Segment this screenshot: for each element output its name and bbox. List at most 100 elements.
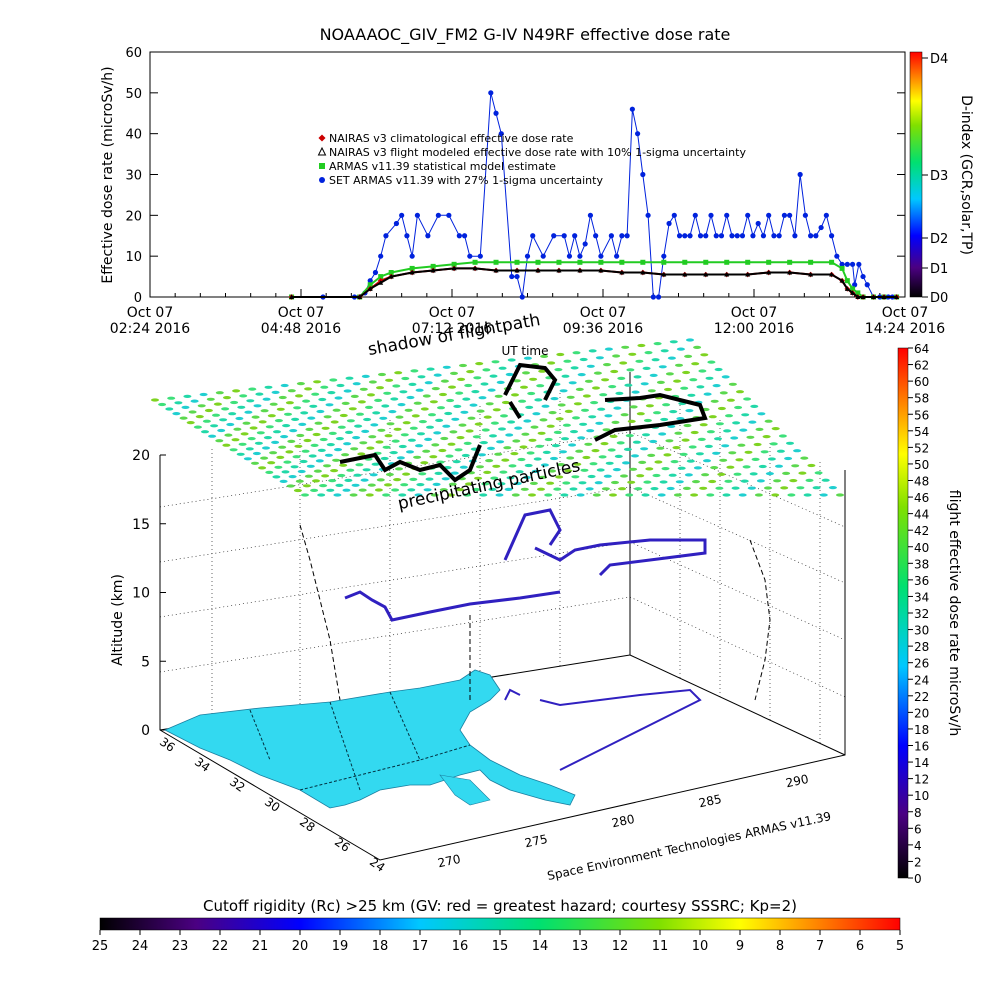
particle-dot	[230, 400, 239, 405]
colorbar-tick-label: 0	[914, 872, 922, 886]
particle-dot	[254, 441, 263, 445]
particle-dot	[476, 409, 485, 413]
data-point	[367, 286, 373, 291]
data-point	[855, 294, 861, 299]
particle-dot	[592, 386, 600, 390]
particle-dot	[712, 451, 721, 455]
particle-dot	[258, 466, 267, 470]
data-point	[661, 253, 667, 259]
particle-dot	[756, 479, 765, 483]
x-tick-date: Oct 07	[731, 305, 777, 321]
data-point	[551, 233, 557, 239]
particle-dot	[828, 486, 837, 490]
x-tick-time: 07:12 2016	[412, 321, 493, 337]
particle-dot	[199, 392, 208, 397]
data-point	[739, 233, 746, 239]
particle-dot	[706, 430, 715, 434]
particle-dot	[610, 369, 619, 374]
data-point	[703, 233, 709, 239]
particle-dot	[726, 465, 735, 469]
data-point	[598, 267, 604, 273]
particle-dot	[284, 412, 292, 416]
particle-dot	[572, 416, 580, 420]
particle-dot	[455, 391, 464, 395]
data-point	[461, 233, 468, 239]
particle-dot	[710, 466, 719, 470]
particle-dot	[695, 452, 704, 456]
particle-dot	[609, 434, 618, 438]
particle-dot	[453, 404, 462, 408]
data-point	[718, 233, 725, 239]
particle-dot	[690, 430, 699, 435]
particle-dot	[447, 442, 456, 446]
particle-dot	[296, 433, 305, 438]
colorbar-tick-label: 42	[914, 524, 929, 538]
particle-dot	[584, 442, 593, 446]
particle-dot	[360, 478, 369, 482]
particle-dot	[707, 360, 716, 364]
particle-dot	[439, 488, 448, 492]
data-point	[708, 212, 714, 218]
colorbar-tick-label: 64	[914, 342, 929, 356]
particle-dot	[489, 434, 497, 438]
particle-dot	[636, 412, 645, 416]
particle-dot	[399, 390, 408, 394]
particle-dot	[317, 448, 326, 452]
particle-dot	[522, 475, 531, 480]
particle-dot	[213, 402, 222, 406]
particle-dot	[712, 384, 721, 388]
particle-dot	[339, 463, 348, 467]
particle-dot	[719, 391, 728, 395]
particle-dot	[757, 412, 766, 416]
legend-label: ARMAS v11.39 statistical model estimate	[329, 160, 556, 173]
particle-dot	[355, 463, 364, 467]
particle-dot	[208, 434, 217, 438]
particle-dot	[749, 472, 758, 476]
altitude-tick-label: 10	[132, 586, 150, 602]
particle-dot	[448, 385, 456, 389]
particle-dot	[276, 455, 285, 459]
x-tick-date: Oct 07	[882, 305, 928, 321]
particle-dot	[730, 436, 739, 440]
cutoff-tick-label: 13	[572, 939, 589, 954]
particle-dot	[579, 357, 588, 362]
data-point	[818, 224, 824, 231]
particle-dot	[621, 345, 630, 349]
particle-dot	[762, 435, 771, 439]
particle-dot	[398, 493, 407, 497]
particle-dot	[271, 440, 280, 444]
particle-dot	[728, 382, 737, 386]
particle-dot	[556, 352, 565, 357]
legend: NAIRAS v3 climatological effective dose …	[317, 132, 746, 187]
particle-dot	[498, 366, 507, 370]
particle-dot	[564, 469, 573, 473]
particle-dot	[464, 383, 473, 388]
particle-dot	[724, 479, 733, 483]
particle-dot	[418, 420, 427, 424]
particle-dot	[573, 402, 582, 406]
data-point	[577, 267, 583, 273]
particle-dot	[553, 487, 562, 491]
particle-dot	[327, 391, 336, 395]
particle-dot	[368, 380, 377, 384]
particle-dot	[353, 473, 362, 477]
particle-dot	[737, 443, 746, 447]
particle-dot	[433, 373, 442, 377]
particle-dot	[267, 414, 276, 418]
particle-dot	[358, 488, 367, 492]
data-point	[645, 212, 651, 218]
data-point	[666, 220, 672, 227]
colorbar-tick-label: 44	[914, 508, 929, 522]
particle-dot	[675, 480, 684, 484]
latitude-tick-label: 30	[262, 795, 283, 815]
particle-dot	[229, 448, 238, 452]
data-point	[556, 259, 562, 265]
data-point	[540, 253, 546, 259]
particle-dot	[450, 471, 459, 475]
particle-dot	[723, 429, 732, 433]
data-point	[849, 261, 856, 267]
particle-dot	[435, 418, 444, 422]
data-point	[435, 212, 441, 218]
particle-dot	[617, 376, 626, 380]
